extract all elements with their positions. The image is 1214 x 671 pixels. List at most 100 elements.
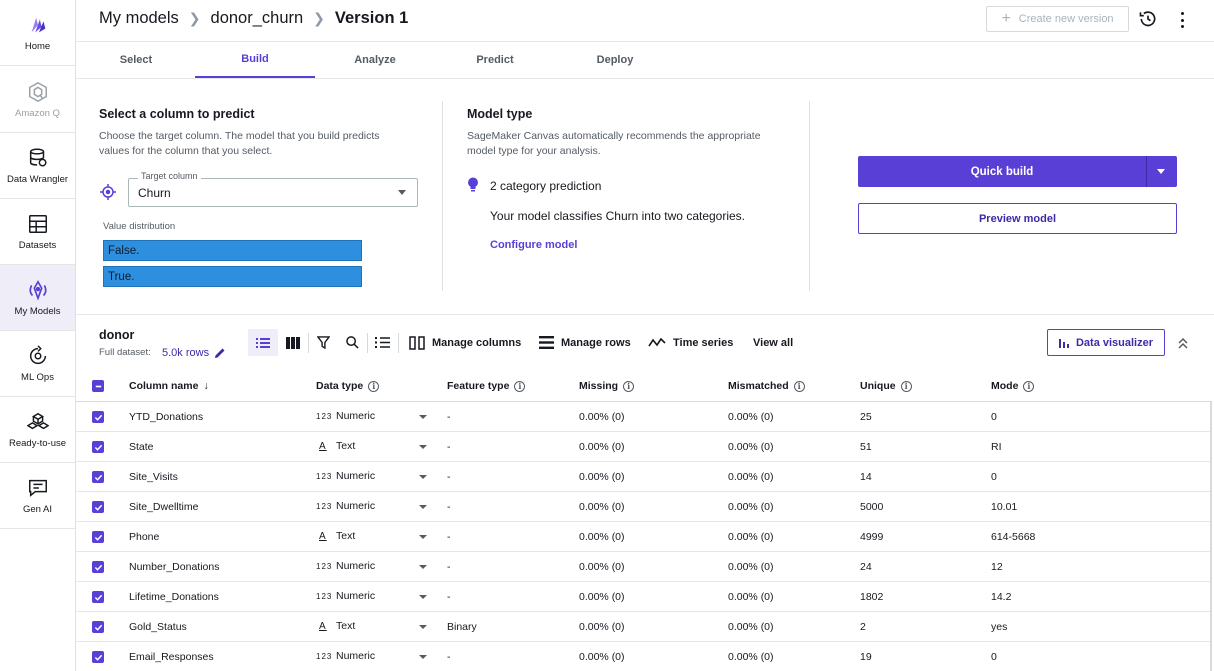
configure-model-link[interactable]: Configure model [490,239,578,251]
info-icon[interactable]: i [514,380,526,392]
section-divider [809,101,810,291]
list-view-button[interactable] [248,329,278,356]
preview-model-button[interactable]: Preview model [858,203,1177,234]
cell-mismatched: 0.00% (0) [728,411,774,423]
row-checkbox[interactable] [92,501,104,513]
numeric-type-icon: 123 [316,501,333,511]
cell-mismatched: 0.00% (0) [728,591,774,603]
more-options-icon[interactable] [1174,10,1190,30]
data-type-select[interactable]: 123 Numeric [316,590,375,602]
data-type-select[interactable]: 123 Numeric [316,650,375,662]
models-icon [28,279,47,301]
header-column-name[interactable]: Column name ↓ [129,380,209,392]
cell-mismatched: 0.00% (0) [728,531,774,543]
target-column-legend: Target column [138,171,201,181]
info-icon[interactable]: i [1023,380,1035,392]
breadcrumb-my-models[interactable]: My models [99,9,179,27]
table-row[interactable]: YTD_Donations 123 Numeric - 0.00% (0) 0.00% (… [76,402,1212,432]
cell-mode: 614-5668 [991,531,1036,543]
create-new-version-button[interactable]: + Create new version [986,6,1129,32]
sidebar-item-home[interactable]: Home [0,0,75,66]
collapse-up-icon[interactable] [1176,336,1190,350]
row-checkbox[interactable] [92,561,104,573]
quick-build-button[interactable]: Quick build [858,156,1177,187]
table-row[interactable]: Lifetime_Donations 123 Numeric - 0.00% (0) 0.… [76,582,1212,612]
split-divider [1146,156,1147,187]
sidebar-item-ml-ops[interactable]: ML Ops [0,331,75,397]
row-checkbox[interactable] [92,591,104,603]
row-checkbox[interactable] [92,441,104,453]
history-icon[interactable] [1138,9,1158,29]
data-type-select[interactable]: A Text [316,620,355,632]
tab-predict[interactable]: Predict [476,54,514,66]
caret-down-icon[interactable] [419,595,427,599]
table-row[interactable]: Email_Responses 123 Numeric - 0.00% (0) 0.00%… [76,642,1212,671]
caret-down-icon[interactable] [419,655,427,659]
sidebar-item-data-wrangler[interactable]: Data Wrangler [0,133,75,199]
table-row[interactable]: Gold_Status A Text Binary 0.00% (0) 0.00% (0)… [76,612,1212,642]
info-icon[interactable]: i [900,380,912,392]
data-type-select[interactable]: A Text [316,440,355,452]
table-row[interactable]: Site_Visits 123 Numeric - 0.00% (0) 0.00% (0)… [76,462,1212,492]
tab-select[interactable]: Select [119,54,153,66]
row-checkbox[interactable] [92,621,104,633]
table-row[interactable]: State A Text - 0.00% (0) 0.00% (0) 51 RI [76,432,1212,462]
grid-view-button[interactable] [282,329,304,356]
select-all-checkbox[interactable] [92,380,104,392]
caret-down-icon[interactable] [419,535,427,539]
data-type-select[interactable]: 123 Numeric [316,500,375,512]
view-all-button[interactable]: View all [746,329,793,356]
numbered-list-button[interactable] [373,329,391,356]
table-scrollbar[interactable] [1210,402,1212,671]
info-icon[interactable]: i [368,380,380,392]
sidebar-item-gen-ai[interactable]: Gen AI [0,463,75,529]
manage-rows-button[interactable]: Manage rows [539,329,631,356]
checkmark-icon [94,594,102,601]
row-checkbox[interactable] [92,411,104,423]
row-checkbox[interactable] [92,471,104,483]
ml-ops-icon [29,344,46,364]
checkmark-icon [94,474,102,481]
caret-down-icon[interactable] [419,565,427,569]
cell-column-name: Number_Donations [129,561,220,573]
manage-columns-button[interactable]: Manage columns [409,329,521,356]
cell-mode: 10.01 [991,501,1018,513]
sidebar-item-ready-to-use[interactable]: Ready-to-use [0,397,75,463]
table-row[interactable]: Number_Donations 123 Numeric - 0.00% (0) 0.00… [76,552,1212,582]
filter-button[interactable] [314,329,332,356]
target-column-select[interactable] [128,178,418,207]
time-series-button[interactable]: Time series [648,329,733,356]
caret-down-icon[interactable] [419,505,427,509]
data-type-select[interactable]: 123 Numeric [316,560,375,572]
tab-deploy[interactable]: Deploy [596,54,634,66]
data-type-select[interactable]: A Text [316,530,355,542]
sidebar-item-my-models[interactable]: My Models [0,265,75,331]
row-checkbox[interactable] [92,651,104,663]
data-type-select[interactable]: 123 Numeric [316,410,375,422]
sidebar-item-datasets[interactable]: Datasets [0,199,75,265]
tab-build[interactable]: Build [195,42,315,78]
info-icon[interactable]: i [623,380,635,392]
data-visualizer-button[interactable]: Data visualizer [1047,329,1165,356]
cell-column-name: Lifetime_Donations [129,591,219,603]
manage-rows-icon [539,336,554,349]
caret-down-icon[interactable] [419,415,427,419]
table-icon [28,214,47,233]
breadcrumb-model[interactable]: donor_churn [210,9,304,27]
table-row[interactable]: Site_Dwelltime 123 Numeric - 0.00% (0) 0.00% … [76,492,1212,522]
table-row[interactable]: Phone A Text - 0.00% (0) 0.00% (0) 4999 614-566… [76,522,1212,552]
tab-analyze[interactable]: Analyze [354,54,396,66]
search-button[interactable] [343,329,361,356]
caret-down-icon[interactable] [419,475,427,479]
cell-mismatched: 0.00% (0) [728,621,774,633]
data-type-select[interactable]: 123 Numeric [316,470,375,482]
caret-down-icon[interactable] [419,625,427,629]
boxes-icon [26,412,49,429]
row-checkbox[interactable] [92,531,104,543]
canvas-logo-icon [31,17,45,32]
sidebar-item-amazon-q[interactable]: Amazon Q [0,67,75,133]
caret-down-icon[interactable] [1157,169,1165,174]
caret-down-icon[interactable] [419,445,427,449]
dataset-rows-link[interactable]: 5.0k rows [162,347,226,359]
info-icon[interactable]: i [793,380,805,392]
